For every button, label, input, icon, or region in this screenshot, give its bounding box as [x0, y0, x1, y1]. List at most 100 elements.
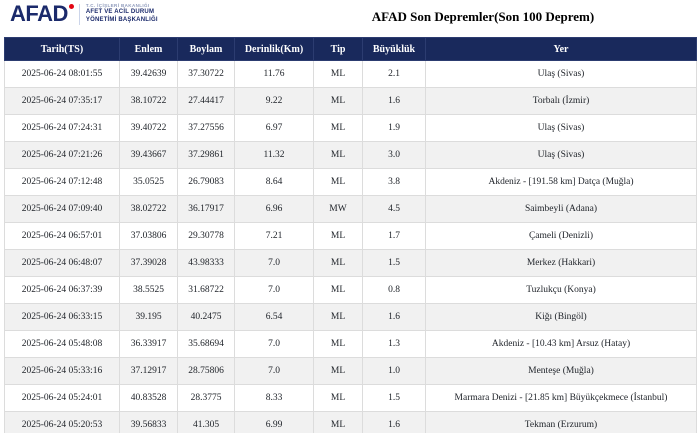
column-header-enlem: Enlem — [119, 37, 178, 61]
cell-buyukluk: 4.5 — [362, 195, 426, 223]
cell-yer: Ulaş (Sivas) — [425, 60, 697, 88]
afad-logo-wordmark: AFAD — [10, 3, 74, 25]
cell-derinlik: 9.22 — [234, 87, 314, 115]
cell-tip: ML — [313, 276, 363, 304]
cell-boylam: 41.305 — [177, 411, 235, 433]
cell-tarih: 2025-06-24 05:20:53 — [4, 411, 120, 433]
cell-buyukluk: 1.6 — [362, 411, 426, 433]
cell-derinlik: 8.33 — [234, 384, 314, 412]
cell-enlem: 35.0525 — [119, 168, 178, 196]
cell-buyukluk: 1.0 — [362, 357, 426, 385]
table-row: 2025-06-24 06:37:39 38.5525 31.68722 7.0 ML 0… — [4, 276, 697, 304]
cell-yer: Marmara Denizi - [21.85 km] Büyükçekmece… — [425, 384, 697, 412]
column-header-buyukluk: Büyüklük — [362, 37, 426, 61]
page-title: AFAD Son Depremler(Son 100 Deprem) — [371, 9, 595, 24]
cell-enlem: 38.5525 — [119, 276, 178, 304]
agency-name-block: T.C. İÇİŞLERİ BAKANLIĞI AFET VE ACİL DUR… — [86, 3, 158, 24]
cell-derinlik: 6.99 — [234, 411, 314, 433]
cell-tarih: 2025-06-24 07:12:48 — [4, 168, 120, 196]
cell-derinlik: 11.32 — [234, 141, 314, 169]
table-header-row: Tarih(TS) Enlem Boylam Derinlik(Km) Tip Büyük… — [4, 37, 697, 61]
column-header-tarih: Tarih(TS) — [4, 37, 120, 61]
cell-tip: ML — [313, 303, 363, 331]
cell-yer: Çameli (Denizli) — [425, 222, 697, 250]
table-row: 2025-06-24 08:01:55 39.42639 37.30722 11.76… — [4, 60, 697, 88]
cell-tarih: 2025-06-24 07:09:40 — [4, 195, 120, 223]
table-row: 2025-06-24 05:24:01 40.83528 28.3775 8.33 ML… — [4, 384, 697, 412]
column-header-yer: Yer — [425, 37, 697, 61]
cell-boylam: 28.75806 — [177, 357, 235, 385]
cell-boylam: 37.30722 — [177, 60, 235, 88]
cell-tarih: 2025-06-24 07:24:31 — [4, 114, 120, 142]
cell-derinlik: 6.54 — [234, 303, 314, 331]
table-row: 2025-06-24 05:33:16 37.12917 28.75806 7.0 ML… — [4, 357, 697, 385]
cell-tip: ML — [313, 87, 363, 115]
cell-enlem: 38.10722 — [119, 87, 178, 115]
cell-buyukluk: 1.6 — [362, 303, 426, 331]
cell-enlem: 37.03806 — [119, 222, 178, 250]
cell-tarih: 2025-06-24 07:35:17 — [4, 87, 120, 115]
table-row: 2025-06-24 06:48:07 37.39028 43.98333 7.0 ML… — [4, 249, 697, 277]
cell-derinlik: 7.0 — [234, 249, 314, 277]
cell-boylam: 26.79083 — [177, 168, 235, 196]
earthquake-table-body: 2025-06-24 08:01:55 39.42639 37.30722 11.76… — [4, 60, 697, 433]
cell-enlem: 39.42639 — [119, 60, 178, 88]
cell-tarih: 2025-06-24 06:33:15 — [4, 303, 120, 331]
cell-buyukluk: 2.1 — [362, 60, 426, 88]
column-header-tip: Tip — [313, 37, 363, 61]
cell-yer: Kiğı (Bingöl) — [425, 303, 697, 331]
agency-name-line1: AFET VE ACİL DURUM — [85, 9, 155, 16]
cell-buyukluk: 1.6 — [362, 87, 426, 115]
cell-tip: ML — [313, 114, 363, 142]
cell-yer: Akdeniz - [10.43 km] Arsuz (Hatay) — [425, 330, 697, 358]
cell-enlem: 39.40722 — [119, 114, 178, 142]
cell-enlem: 38.02722 — [119, 195, 178, 223]
cell-enlem: 40.83528 — [119, 384, 178, 412]
cell-tip: ML — [313, 141, 363, 169]
earthquake-table: Tarih(TS) Enlem Boylam Derinlik(Km) Tip Büyük… — [4, 37, 697, 433]
cell-tarih: 2025-06-24 05:48:08 — [4, 330, 120, 358]
column-header-boylam: Boylam — [177, 37, 235, 61]
cell-enlem: 37.39028 — [119, 249, 178, 277]
agency-name-line2: YÖNETİMİ BAŞKANLIĞI — [85, 16, 158, 23]
table-row: 2025-06-24 05:20:53 39.56833 41.305 6.99 ML 1… — [4, 411, 697, 433]
cell-boylam: 37.29861 — [177, 141, 235, 169]
cell-yer: Ulaş (Sivas) — [425, 141, 697, 169]
cell-tarih: 2025-06-24 06:48:07 — [4, 249, 120, 277]
cell-derinlik: 6.97 — [234, 114, 314, 142]
cell-yer: Merkez (Hakkari) — [425, 249, 697, 277]
cell-derinlik: 7.0 — [234, 357, 314, 385]
top-bar: AFAD T.C. İÇİŞLERİ BAKANLIĞI AFET VE ACİ… — [0, 0, 700, 32]
table-row: 2025-06-24 05:48:08 36.33917 35.68694 7.0 ML… — [4, 330, 697, 358]
cell-tarih: 2025-06-24 05:24:01 — [4, 384, 120, 412]
cell-buyukluk: 0.8 — [362, 276, 426, 304]
cell-derinlik: 11.76 — [234, 60, 314, 88]
cell-yer: Tekman (Erzurum) — [425, 411, 697, 433]
cell-buyukluk: 1.3 — [362, 330, 426, 358]
cell-boylam: 40.2475 — [177, 303, 235, 331]
cell-yer: Torbalı (İzmir) — [425, 87, 697, 115]
cell-buyukluk: 1.7 — [362, 222, 426, 250]
cell-buyukluk: 1.9 — [362, 114, 426, 142]
cell-yer: Saimbeyli (Adana) — [425, 195, 697, 223]
table-header: Tarih(TS) Enlem Boylam Derinlik(Km) Tip Büyük… — [4, 37, 697, 61]
cell-yer: Tuzlukçu (Konya) — [425, 276, 697, 304]
cell-yer: Akdeniz - [191.58 km] Datça (Muğla) — [425, 168, 697, 196]
cell-enlem: 39.56833 — [119, 411, 178, 433]
cell-buyukluk: 3.0 — [362, 141, 426, 169]
cell-tip: ML — [313, 384, 363, 412]
cell-tip: ML — [313, 60, 363, 88]
cell-boylam: 35.68694 — [177, 330, 235, 358]
table-row: 2025-06-24 07:35:17 38.10722 27.44417 9.22 M… — [4, 87, 697, 115]
cell-buyukluk: 3.8 — [362, 168, 426, 196]
cell-boylam: 29.30778 — [177, 222, 235, 250]
afad-logo[interactable]: AFAD T.C. İÇİŞLERİ BAKANLIĞI AFET VE ACİ… — [10, 3, 158, 25]
cell-tarih: 2025-06-24 06:57:01 — [4, 222, 120, 250]
cell-tip: ML — [313, 222, 363, 250]
cell-boylam: 37.27556 — [177, 114, 235, 142]
cell-derinlik: 6.96 — [234, 195, 314, 223]
cell-boylam: 27.44417 — [177, 87, 235, 115]
cell-derinlik: 8.64 — [234, 168, 314, 196]
cell-buyukluk: 1.5 — [362, 384, 426, 412]
cell-tip: ML — [313, 168, 363, 196]
